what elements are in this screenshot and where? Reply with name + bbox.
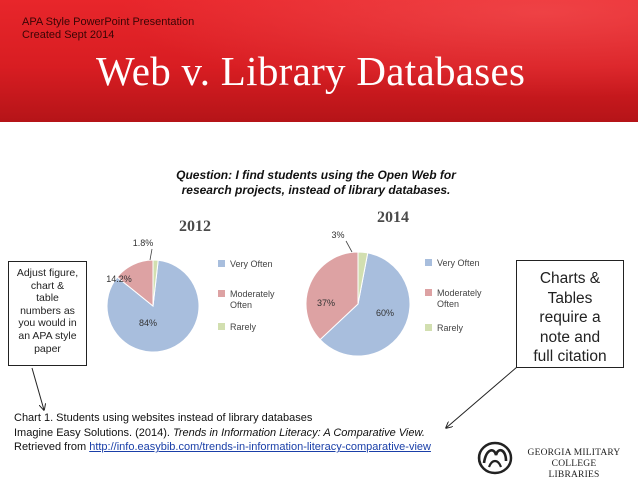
- caption-line-1: Chart 1. Students using websites instead…: [14, 412, 313, 424]
- pie-title: 2012: [179, 218, 211, 235]
- legend-swatch: [425, 259, 432, 266]
- label-leader-line: [149, 248, 153, 261]
- note-right-line: Charts &: [539, 270, 601, 287]
- arrow-left: [31, 367, 44, 410]
- retrieved-from-label: Retrieved from: [14, 441, 90, 454]
- legend-swatch: [218, 290, 225, 297]
- title-banner: APA Style PowerPoint Presentation Create…: [0, 0, 638, 122]
- question-line-2: research projects, instead of library da…: [181, 183, 451, 197]
- label-leader-line: [345, 240, 353, 253]
- note-left-line: an APA style: [18, 329, 77, 342]
- pie-data-label: 84%: [139, 318, 157, 328]
- pie-title: 2014: [377, 209, 409, 226]
- pie-slice-0-0: [106, 259, 200, 353]
- pie-data-label: 37%: [317, 298, 335, 308]
- pie-slice-1-1: [305, 251, 359, 341]
- pie-slice-0-2: [152, 259, 159, 307]
- legend-label: Rarely: [230, 322, 257, 332]
- legend-swatch: [218, 323, 225, 330]
- pie-data-label: 14.2%: [106, 274, 132, 284]
- slide-title: Web v. Library Databases: [96, 48, 526, 94]
- pie-data-label: 3%: [331, 230, 344, 240]
- gmc-seal-icon: [477, 441, 513, 475]
- note-left-line: you would in: [18, 317, 77, 330]
- legend-label: Moderately: [230, 289, 275, 299]
- note-right-line: full citation: [533, 348, 607, 365]
- chart-caption: Chart 1. Students using websites instead…: [14, 411, 464, 455]
- question-line-1: Question: I find students using the Open…: [176, 168, 456, 182]
- banner-highlight: [0, 0, 638, 122]
- legend-label: Very Often: [230, 259, 273, 269]
- meta-line-1: APA Style PowerPoint Presentation: [22, 16, 195, 28]
- note-right-line: require a: [539, 309, 601, 326]
- note-adjust-numbers: Adjust figure, chart & table numbers as …: [8, 261, 87, 366]
- pie-data-label: 1.8%: [133, 238, 154, 248]
- legend-label: Often: [437, 299, 459, 309]
- note-citation-required: Charts & Tables require a note and full …: [516, 260, 624, 368]
- banner-meta: APA Style PowerPoint Presentation Create…: [22, 16, 194, 42]
- caption-line-3: Retrieved from http://info.easybib.com/t…: [14, 440, 464, 455]
- legend-swatch: [218, 260, 225, 267]
- note-left-line: table: [36, 292, 59, 305]
- citation-link[interactable]: http://info.easybib.com/trends-in-inform…: [89, 441, 431, 454]
- logo-line-1: GEORGIA MILITARY COLLEGE: [527, 448, 621, 469]
- pie-slice-0-1: [116, 259, 154, 308]
- note-left-line: paper: [34, 342, 61, 355]
- legend-swatch: [425, 324, 432, 331]
- legend-label: Very Often: [437, 258, 480, 268]
- citation-title: Trends in Information Literacy: A Compar…: [172, 426, 425, 439]
- note-left-line: Adjust figure,: [16, 267, 79, 279]
- caption-line-2: Imagine Easy Solutions. (2014). Trends i…: [14, 426, 464, 441]
- legend-label: Often: [230, 300, 252, 310]
- legend-label: Rarely: [437, 323, 464, 333]
- chart-question: Question: I find students using the Open…: [176, 168, 456, 198]
- note-left-line: chart &: [30, 279, 65, 292]
- citation-author: Imagine Easy Solutions. (2014).: [14, 426, 173, 439]
- pie-data-label: 60%: [376, 308, 394, 318]
- legend-swatch: [425, 289, 432, 296]
- note-right-line: Tables: [547, 289, 593, 307]
- pie-slice-1-2: [357, 251, 369, 305]
- legend-label: Moderately: [437, 288, 482, 298]
- note-right-line: note and: [539, 328, 601, 346]
- pie-slice-1-0: [319, 252, 411, 357]
- note-left-line: numbers as: [20, 304, 75, 317]
- library-logo-text: GEORGIA MILITARY COLLEGE LIBRARIES: [512, 448, 636, 481]
- meta-line-2: Created Sept 2014: [22, 29, 115, 41]
- logo-line-2: LIBRARIES: [548, 470, 600, 480]
